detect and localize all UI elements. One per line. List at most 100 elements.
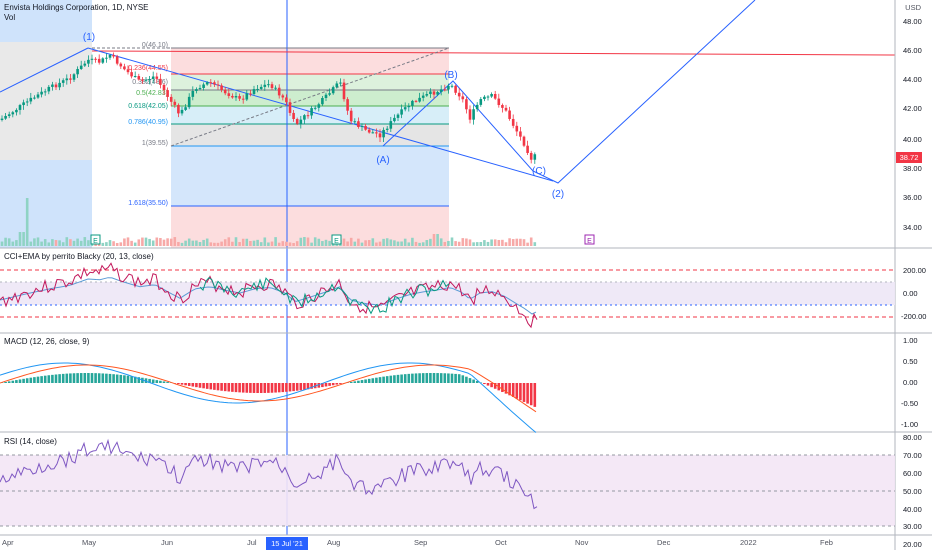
- macd-tick: 0.50: [903, 357, 918, 366]
- macd-axis[interactable]: 1.00 0.50 0.00 -0.50 -1.00: [901, 336, 918, 429]
- candle-body: [76, 69, 79, 74]
- macd-histogram-bar: [228, 383, 231, 392]
- fib-label-0382: 0.382(43.6): [132, 79, 168, 86]
- candle-body: [202, 84, 205, 87]
- macd-pane[interactable]: MACD (12, 26, close, 9): [0, 337, 536, 433]
- volume-bar: [271, 242, 274, 246]
- volume-bar: [523, 239, 526, 246]
- volume-bar: [321, 241, 324, 246]
- volume-bar: [66, 237, 69, 246]
- candle-body: [339, 83, 342, 84]
- macd-histogram-bar: [130, 376, 133, 383]
- macd-histogram-bar: [166, 382, 169, 383]
- volume-bar: [357, 239, 360, 246]
- macd-histogram-bar: [303, 383, 306, 390]
- earnings-marker-3[interactable]: E: [585, 235, 594, 245]
- volume-bar: [375, 242, 378, 246]
- macd-histogram-bar: [123, 375, 126, 383]
- candle-body: [12, 112, 15, 114]
- candle-body: [494, 94, 497, 99]
- candle-body: [26, 101, 29, 102]
- volume-label[interactable]: Vol: [4, 13, 15, 22]
- volume-bar: [51, 239, 54, 246]
- candle-body: [87, 60, 90, 64]
- cci-axis[interactable]: 200.00 0.00 -200.00: [901, 266, 926, 321]
- symbol-title[interactable]: Envista Holdings Corporation, 1D, NYSE: [4, 3, 149, 12]
- candle-body: [354, 121, 357, 122]
- candle-body: [530, 153, 533, 160]
- currency-label: USD: [905, 3, 921, 12]
- volume-bar: [238, 242, 241, 246]
- macd-histogram-bar: [429, 373, 432, 383]
- volume-bar: [62, 242, 65, 246]
- volume-bar: [480, 242, 483, 246]
- volume-bar: [242, 239, 245, 246]
- volume-bar: [26, 198, 29, 246]
- earnings-marker-1[interactable]: E: [91, 235, 100, 245]
- volume-bar: [534, 242, 537, 246]
- macd-histogram-bar: [195, 383, 198, 387]
- candle-body: [184, 107, 187, 110]
- macd-histogram-bar: [462, 375, 465, 383]
- candle-body: [40, 92, 43, 95]
- volume-bar: [422, 242, 425, 246]
- candle-body: [451, 86, 454, 87]
- macd-histogram-bar: [292, 383, 295, 391]
- macd-histogram-bar: [454, 374, 457, 383]
- time-axis[interactable]: Apr May Jun Jul Aug Sep Oct Nov Dec 2022…: [2, 537, 833, 550]
- candle-body: [465, 99, 468, 109]
- macd-histogram-bar: [30, 378, 33, 383]
- candle-body: [123, 66, 126, 69]
- cci-title[interactable]: CCI+EMA by perrito Blacky (20, 13, close…: [4, 252, 154, 261]
- macd-histogram-bar: [332, 383, 335, 385]
- rsi-tick: 50.00: [903, 487, 922, 496]
- macd-histogram-bar: [361, 380, 364, 383]
- macd-histogram-bar: [271, 383, 274, 393]
- macd-histogram-bar: [184, 383, 187, 385]
- candle-body: [181, 110, 184, 113]
- candle-body: [30, 98, 33, 102]
- rsi-pane[interactable]: RSI (14, close): [0, 437, 895, 526]
- candle-body: [357, 121, 360, 127]
- candle-body: [303, 115, 306, 119]
- rsi-axis[interactable]: 80.00 70.00 60.00 50.00 40.00 30.00 20.0…: [903, 433, 922, 549]
- volume-bar: [490, 239, 493, 246]
- macd-histogram-bar: [44, 376, 47, 383]
- wave-label-b: (B): [444, 70, 457, 81]
- macd-title[interactable]: MACD (12, 26, close, 9): [4, 337, 90, 346]
- macd-histogram-bar: [444, 373, 447, 383]
- volume-bar: [228, 237, 231, 246]
- candle-body: [289, 102, 292, 113]
- volume-bar: [390, 239, 393, 246]
- price-tick: 42.00: [903, 104, 922, 113]
- macd-histogram-bar: [188, 383, 191, 386]
- volume-bar: [300, 238, 303, 246]
- volume-bar: [130, 241, 133, 246]
- volume-bar: [426, 240, 429, 246]
- candle-body: [490, 94, 493, 97]
- cci-pane[interactable]: CCI+EMA by perrito Blacky (20, 13, close…: [0, 252, 895, 327]
- candle-body: [174, 102, 177, 105]
- candle-body: [278, 88, 281, 96]
- candle-body: [84, 64, 87, 66]
- candle-body: [37, 94, 40, 97]
- candle-body: [519, 131, 522, 136]
- volume-bar: [174, 237, 177, 246]
- candle-body: [69, 78, 72, 79]
- macd-histogram-bar: [530, 383, 533, 405]
- price-axis[interactable]: USD 48.00 46.00 44.00 42.00 40.00 38.00 …: [896, 3, 922, 232]
- volume-bar: [433, 234, 436, 246]
- candle-body: [109, 55, 112, 58]
- volume-bar: [354, 242, 357, 246]
- volume-bar: [476, 242, 479, 246]
- rsi-title[interactable]: RSI (14, close): [4, 437, 57, 446]
- macd-histogram-bar: [267, 383, 270, 393]
- volume-bar: [224, 239, 227, 246]
- price-tick: 48.00: [903, 17, 922, 26]
- candle-body: [498, 99, 501, 105]
- volume-bar: [350, 238, 353, 246]
- candle-body: [66, 78, 69, 80]
- earnings-marker-2[interactable]: E: [332, 235, 341, 245]
- candle-body: [411, 101, 414, 106]
